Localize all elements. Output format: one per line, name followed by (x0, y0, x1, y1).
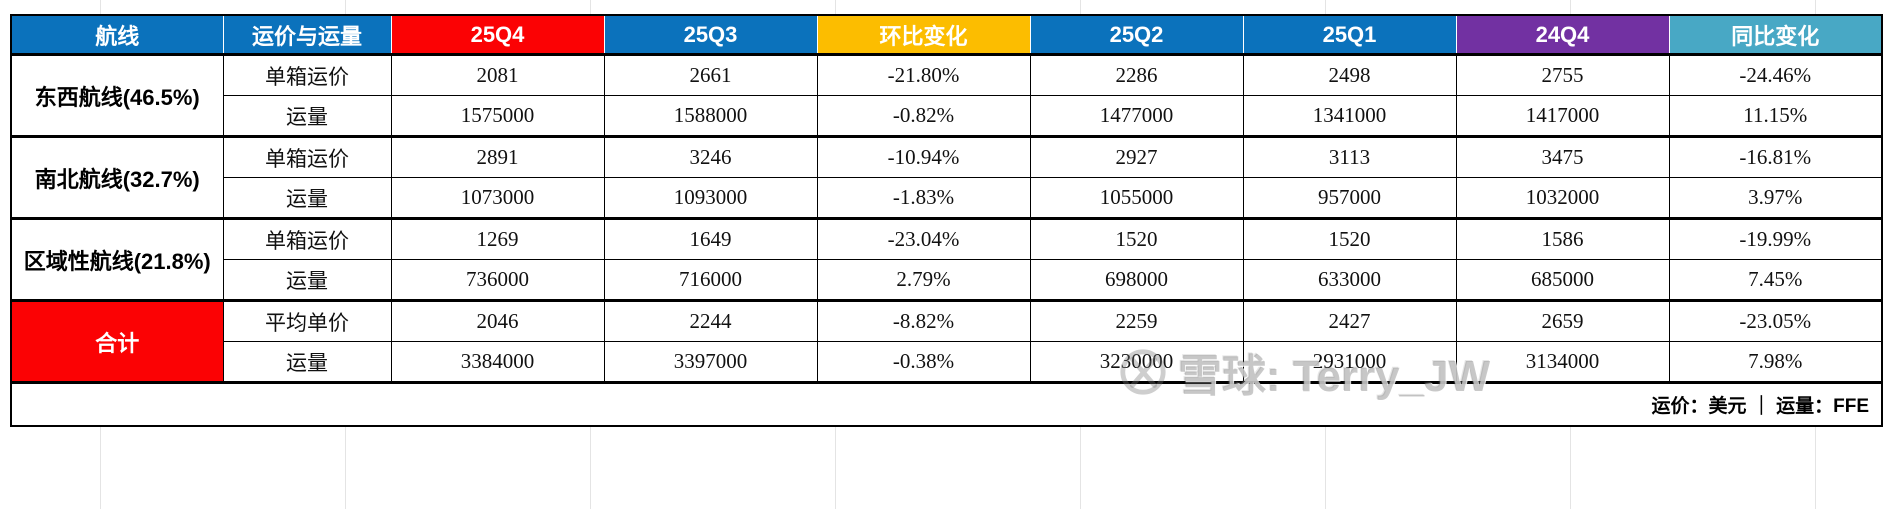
value-cell: 3113 (1242, 135, 1457, 178)
table-row: 运量 1073000 1093000 -1.83% 1055000 957000… (11, 177, 1883, 219)
table-row: 运量 1575000 1588000 -0.82% 1477000 134100… (11, 95, 1883, 137)
value-cell: 957000 (1242, 177, 1457, 219)
value-cell: 1055000 (1029, 177, 1244, 219)
table-row: 运量 736000 716000 2.79% 698000 633000 685… (11, 259, 1883, 301)
value-cell: 1093000 (603, 177, 818, 219)
value-cell: -24.46% (1668, 53, 1883, 96)
value-cell: 3246 (603, 135, 818, 178)
value-cell: 685000 (1455, 259, 1670, 301)
value-cell: 2081 (390, 53, 605, 96)
freight-rates-table: 航线 运价与运量 25Q4 25Q3 环比变化 25Q2 25Q1 24Q4 同… (10, 14, 1883, 427)
value-cell: -0.38% (816, 341, 1031, 383)
header-cell-25q1: 25Q1 (1242, 14, 1457, 56)
units-footnote: 运价：美元 ｜ 运量：FFE (11, 381, 1882, 426)
value-cell: 1032000 (1455, 177, 1670, 219)
value-cell: 7.45% (1668, 259, 1883, 301)
value-cell: 3475 (1455, 135, 1670, 178)
metric-cell: 运量 (222, 341, 392, 383)
table-row: 合计 平均单价 2046 2244 -8.82% 2259 2427 2659 … (10, 299, 1883, 383)
value-cell: 1575000 (390, 95, 605, 137)
value-cell: -16.81% (1668, 135, 1883, 178)
value-cell: 698000 (1029, 259, 1244, 301)
value-cell: 2498 (1242, 53, 1457, 96)
value-cell: 736000 (390, 259, 605, 301)
value-cell: 1588000 (603, 95, 818, 137)
value-cell: -10.94% (816, 135, 1031, 178)
value-cell: 2.79% (816, 259, 1031, 301)
route-cell-total: 合计 (10, 299, 224, 383)
value-cell: -21.80% (816, 53, 1031, 96)
metric-cell: 单箱运价 (222, 53, 392, 96)
value-cell: 2427 (1242, 299, 1457, 342)
value-cell: 1341000 (1242, 95, 1457, 137)
table-row: 区域性航线(21.8%) 单箱运价 1269 1649 -23.04% 1520… (10, 217, 1883, 301)
table-row: 东西航线(46.5%) 单箱运价 2081 2661 -21.80% 2286 … (10, 53, 1883, 137)
value-cell: 1586 (1455, 217, 1670, 260)
header-cell-qoq: 环比变化 (816, 14, 1031, 56)
metric-cell: 运量 (222, 177, 392, 219)
value-cell: 716000 (603, 259, 818, 301)
header-cell-25q4: 25Q4 (390, 14, 605, 56)
value-cell: 2046 (390, 299, 605, 342)
value-cell: -23.05% (1668, 299, 1883, 342)
value-cell: 3.97% (1668, 177, 1883, 219)
value-cell: -19.99% (1668, 217, 1883, 260)
route-cell-regional: 区域性航线(21.8%) (10, 217, 224, 301)
value-cell: -0.82% (816, 95, 1031, 137)
value-cell: 3230000 (1029, 341, 1244, 383)
metric-cell: 平均单价 (222, 299, 392, 342)
metric-cell: 单箱运价 (222, 217, 392, 260)
table-row: 南北航线(32.7%) 单箱运价 2891 3246 -10.94% 2927 … (10, 135, 1883, 219)
value-cell: 2891 (390, 135, 605, 178)
value-cell: 3134000 (1455, 341, 1670, 383)
value-cell: 1073000 (390, 177, 605, 219)
table-row: 运量 3384000 3397000 -0.38% 3230000 293100… (11, 341, 1883, 383)
value-cell: 2286 (1029, 53, 1244, 96)
value-cell: 2927 (1029, 135, 1244, 178)
value-cell: 2661 (603, 53, 818, 96)
value-cell: 3397000 (603, 341, 818, 383)
header-cell-metric: 运价与运量 (222, 14, 392, 56)
table-header-row: 航线 运价与运量 25Q4 25Q3 环比变化 25Q2 25Q1 24Q4 同… (10, 14, 1883, 56)
value-cell: -8.82% (816, 299, 1031, 342)
value-cell: 633000 (1242, 259, 1457, 301)
header-cell-route: 航线 (10, 14, 224, 56)
value-cell: 1649 (603, 217, 818, 260)
value-cell: 1520 (1029, 217, 1244, 260)
metric-cell: 单箱运价 (222, 135, 392, 178)
value-cell: 2931000 (1242, 341, 1457, 383)
value-cell: 11.15% (1668, 95, 1883, 137)
value-cell: 1417000 (1455, 95, 1670, 137)
value-cell: 2659 (1455, 299, 1670, 342)
value-cell: 2244 (603, 299, 818, 342)
value-cell: -1.83% (816, 177, 1031, 219)
metric-cell: 运量 (222, 95, 392, 137)
value-cell: 1269 (390, 217, 605, 260)
metric-cell: 运量 (222, 259, 392, 301)
route-cell-north-south: 南北航线(32.7%) (10, 135, 224, 219)
value-cell: 3384000 (390, 341, 605, 383)
table-footnote-row: 运价：美元 ｜ 运量：FFE (11, 381, 1882, 426)
value-cell: -23.04% (816, 217, 1031, 260)
route-cell-east-west: 东西航线(46.5%) (10, 53, 224, 137)
header-cell-25q3: 25Q3 (603, 14, 818, 56)
header-cell-24q4: 24Q4 (1455, 14, 1670, 56)
value-cell: 2259 (1029, 299, 1244, 342)
value-cell: 1520 (1242, 217, 1457, 260)
value-cell: 1477000 (1029, 95, 1244, 137)
value-cell: 2755 (1455, 53, 1670, 96)
header-cell-25q2: 25Q2 (1029, 14, 1244, 56)
value-cell: 7.98% (1668, 341, 1883, 383)
header-cell-yoy: 同比变化 (1668, 14, 1883, 56)
